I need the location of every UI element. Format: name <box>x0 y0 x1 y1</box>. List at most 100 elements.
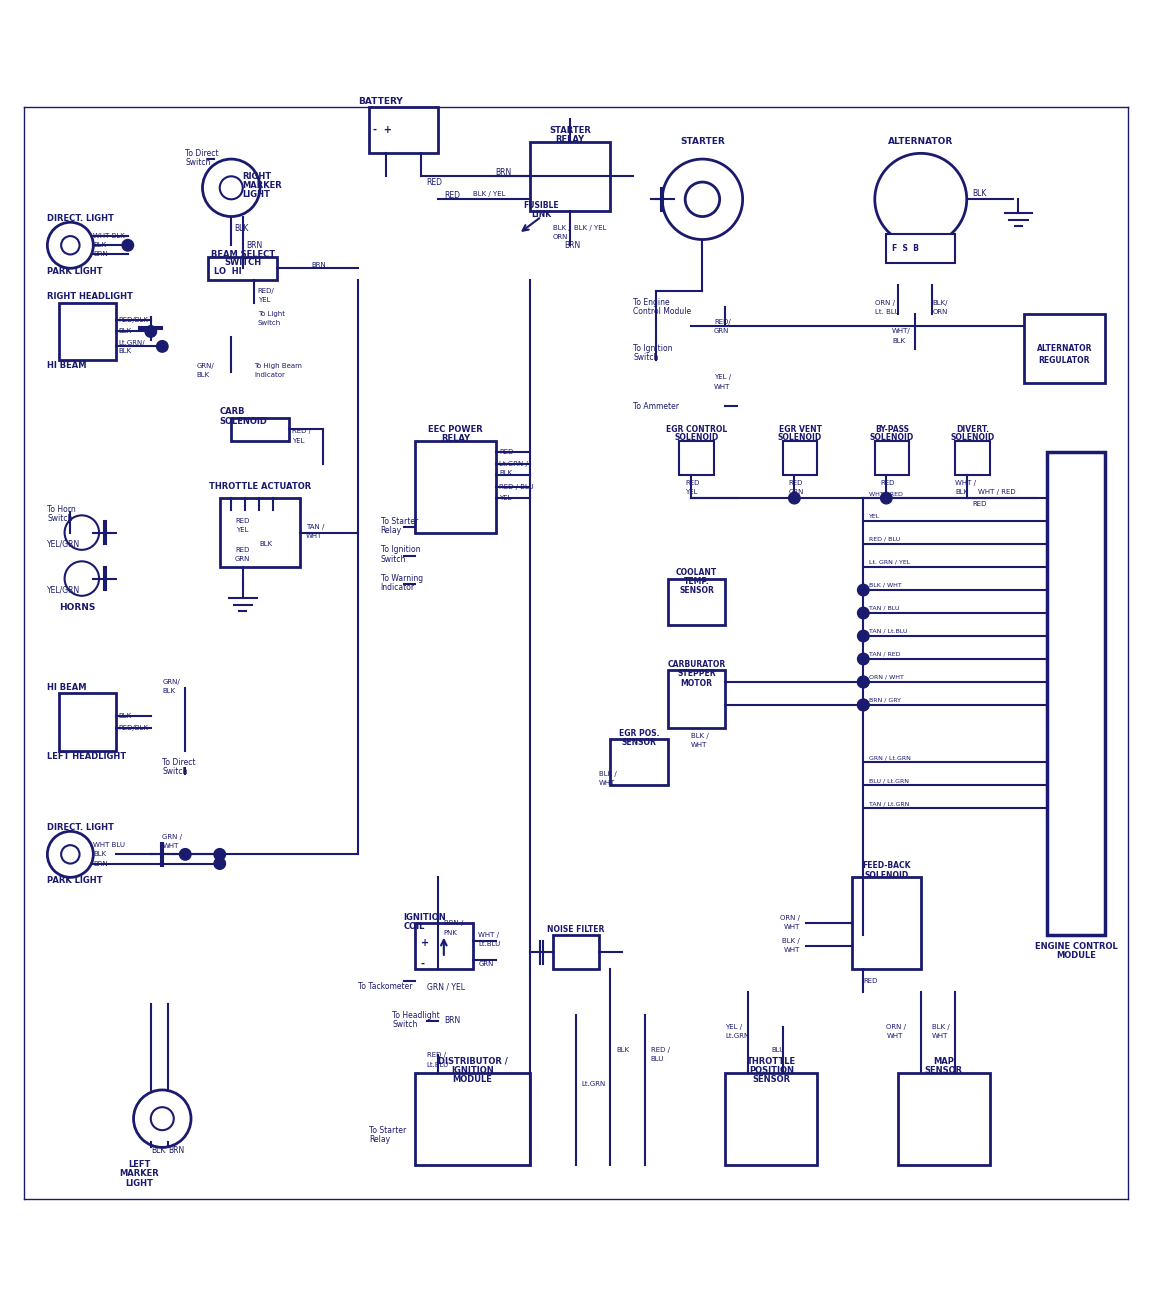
Text: EEC POWER: EEC POWER <box>427 425 483 434</box>
Circle shape <box>65 561 99 596</box>
Text: PARK LIGHT: PARK LIGHT <box>47 267 103 276</box>
Text: RED: RED <box>880 480 895 486</box>
Text: YEL: YEL <box>869 514 880 519</box>
Text: Switch: Switch <box>634 354 659 363</box>
Circle shape <box>214 848 226 860</box>
Text: DIRECT. LIGHT: DIRECT. LIGHT <box>47 215 114 223</box>
Text: DIVERT.: DIVERT. <box>956 425 988 434</box>
Text: BLK /: BLK / <box>932 1024 950 1030</box>
Text: WHT: WHT <box>714 383 730 390</box>
Text: SENSOR: SENSOR <box>622 738 657 747</box>
Text: RIGHT: RIGHT <box>243 172 272 181</box>
Bar <box>955 440 990 475</box>
Circle shape <box>47 831 93 877</box>
Text: Lt. GRN / YEL: Lt. GRN / YEL <box>869 559 910 565</box>
Circle shape <box>857 607 869 619</box>
Text: TEMP.: TEMP. <box>684 578 710 587</box>
Circle shape <box>61 846 79 864</box>
Bar <box>851 877 920 969</box>
Text: Indicator: Indicator <box>255 372 285 378</box>
Text: To Ammeter: To Ammeter <box>634 401 680 411</box>
Text: BRN: BRN <box>564 241 581 250</box>
Bar <box>415 923 472 969</box>
Circle shape <box>65 515 99 550</box>
Text: BRN: BRN <box>444 1017 460 1026</box>
Text: RED /: RED / <box>651 1046 669 1053</box>
Bar <box>1024 315 1105 383</box>
Circle shape <box>134 1090 191 1147</box>
Circle shape <box>214 857 226 869</box>
Text: To Headlight: To Headlight <box>392 1011 440 1019</box>
Text: BLK: BLK <box>119 348 131 354</box>
Text: THROTTLE: THROTTLE <box>746 1057 796 1066</box>
Text: Switch: Switch <box>47 514 73 523</box>
Text: RED / BLU: RED / BLU <box>499 483 533 490</box>
Text: To Ignition: To Ignition <box>634 344 673 354</box>
Text: Switch: Switch <box>162 767 188 776</box>
Text: LEFT HEADLIGHT: LEFT HEADLIGHT <box>47 752 127 761</box>
Text: Lt.BLU: Lt.BLU <box>426 1062 449 1067</box>
Text: To Warning: To Warning <box>380 574 423 583</box>
Circle shape <box>47 223 93 268</box>
Text: ENGINE CONTROL: ENGINE CONTROL <box>1034 941 1117 951</box>
Text: RED: RED <box>789 480 803 486</box>
Text: YEL: YEL <box>685 490 698 496</box>
Text: GRN: GRN <box>789 490 804 496</box>
Bar <box>220 499 301 567</box>
Text: To Engine: To Engine <box>634 298 670 307</box>
Text: RED: RED <box>972 501 987 506</box>
Circle shape <box>789 492 801 504</box>
Text: WHT: WHT <box>306 534 323 539</box>
Bar <box>209 256 278 280</box>
Text: GRN: GRN <box>235 556 250 562</box>
Text: BLK: BLK <box>259 541 272 546</box>
Text: MAP: MAP <box>933 1057 954 1066</box>
Text: ALTERNATOR: ALTERNATOR <box>1037 344 1092 354</box>
Text: +: + <box>420 938 429 948</box>
Text: YEL/GRN: YEL/GRN <box>47 540 81 549</box>
Text: SENSOR: SENSOR <box>752 1075 790 1084</box>
Text: GRN /: GRN / <box>162 834 182 840</box>
Text: WHT /: WHT / <box>478 932 499 938</box>
Text: COIL: COIL <box>403 922 425 931</box>
Text: TAN / RED: TAN / RED <box>869 651 901 657</box>
Text: BLU: BLU <box>772 1046 785 1053</box>
Text: NOISE FILTER: NOISE FILTER <box>547 925 605 934</box>
Circle shape <box>857 676 869 688</box>
Text: RED: RED <box>235 518 250 524</box>
Circle shape <box>122 240 134 251</box>
Circle shape <box>61 236 79 254</box>
Text: ORN /: ORN / <box>886 1024 907 1030</box>
Bar <box>611 739 668 785</box>
Circle shape <box>203 159 260 216</box>
Text: BLK / WHT: BLK / WHT <box>869 583 902 588</box>
Text: WHT BLK: WHT BLK <box>93 233 126 240</box>
Text: WHT: WHT <box>691 742 707 749</box>
Text: LIGHT: LIGHT <box>243 190 271 199</box>
Text: DISTRIBUTOR /: DISTRIBUTOR / <box>438 1057 507 1066</box>
Text: BRN: BRN <box>93 251 108 258</box>
Text: WHT: WHT <box>783 947 801 953</box>
Text: YEL: YEL <box>293 438 304 444</box>
Text: SOLENOID: SOLENOID <box>778 433 823 442</box>
Text: RED / BLU: RED / BLU <box>869 537 900 543</box>
Bar <box>530 142 611 211</box>
Text: Lt. BLU: Lt. BLU <box>874 310 900 315</box>
Text: BLK / YEL: BLK / YEL <box>472 190 505 197</box>
Bar <box>415 1072 530 1164</box>
Circle shape <box>857 699 869 711</box>
Text: WHT: WHT <box>162 843 179 850</box>
Text: Lt.GRN/: Lt.GRN/ <box>119 341 145 346</box>
Circle shape <box>662 159 743 240</box>
Text: RED: RED <box>426 177 442 186</box>
Text: HI BEAM: HI BEAM <box>47 684 86 693</box>
Text: BRN: BRN <box>93 861 108 866</box>
Text: ORN / WHT: ORN / WHT <box>869 675 904 680</box>
Text: BLK: BLK <box>119 714 131 720</box>
Text: YEL: YEL <box>499 495 511 501</box>
Bar <box>897 1072 990 1164</box>
Text: Control Module: Control Module <box>634 307 691 316</box>
Bar <box>783 440 817 475</box>
Text: WHT / RED: WHT / RED <box>869 491 903 496</box>
Text: MOTOR: MOTOR <box>681 679 713 688</box>
